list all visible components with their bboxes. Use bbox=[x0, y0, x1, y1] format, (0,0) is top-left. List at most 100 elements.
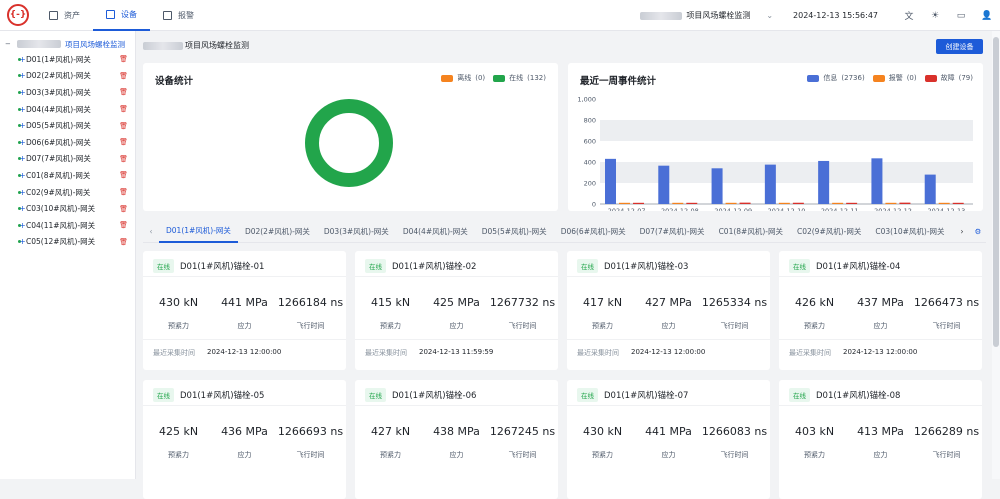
expand-icon[interactable]: + bbox=[19, 121, 26, 131]
legend-alarm[interactable]: 报警 (0) bbox=[872, 73, 917, 83]
legend-fault[interactable]: 故障 (79) bbox=[924, 73, 973, 83]
bolt-card[interactable]: 在线 D01(1#风机)锚栓-04 426 kN 437 MPa 1266473 ns 预… bbox=[779, 251, 982, 370]
bar-info[interactable] bbox=[711, 168, 723, 204]
bar-fault[interactable] bbox=[686, 202, 698, 204]
nav-item-device[interactable]: 设备 bbox=[93, 0, 150, 31]
theme-icon[interactable]: ☀ bbox=[930, 10, 940, 21]
nav-item-alarm[interactable]: 报警 bbox=[150, 0, 207, 31]
sidebar-item-gateway[interactable]: + D01(1#风机)-网关 🗑 bbox=[0, 51, 135, 68]
delete-icon[interactable]: 🗑 bbox=[119, 71, 128, 80]
bar-fault[interactable] bbox=[846, 202, 858, 204]
bar-alarm[interactable] bbox=[885, 202, 897, 204]
sidebar-item-gateway[interactable]: + D06(6#风机)-网关 🗑 bbox=[0, 134, 135, 151]
tab-gateway[interactable]: D01(1#风机)-网关 bbox=[159, 221, 238, 243]
tree-root[interactable]: − 项目风场螺栓监测 bbox=[0, 37, 135, 51]
sidebar-item-gateway[interactable]: + D04(4#风机)-网关 🗑 bbox=[0, 101, 135, 118]
expand-icon[interactable]: + bbox=[19, 220, 26, 230]
bar-alarm[interactable] bbox=[938, 202, 950, 204]
scroll-thumb[interactable] bbox=[993, 37, 999, 347]
expand-icon[interactable]: + bbox=[19, 54, 26, 64]
window-icon[interactable]: ▭ bbox=[956, 10, 966, 21]
tab-gateway[interactable]: C02(9#风机)-网关 bbox=[796, 227, 862, 236]
sidebar-item-gateway[interactable]: + C02(9#风机)-网关 🗑 bbox=[0, 184, 135, 201]
bar-alarm[interactable] bbox=[619, 202, 630, 204]
tab-gateway[interactable]: D07(7#风机)-网关 bbox=[639, 227, 705, 236]
sidebar-item-gateway[interactable]: + D05(5#风机)-网关 🗑 bbox=[0, 117, 135, 134]
tab-gateway[interactable]: D03(3#风机)-网关 bbox=[323, 227, 389, 236]
bar-info[interactable] bbox=[818, 160, 830, 204]
settings-icon[interactable]: ⚙ bbox=[974, 227, 982, 236]
last-collect-time: 2024-12-13 12:00:00 bbox=[843, 348, 918, 356]
donut-online-ring[interactable] bbox=[305, 99, 393, 187]
sidebar-item-gateway[interactable]: + D03(3#风机)-网关 🗑 bbox=[0, 84, 135, 101]
delete-icon[interactable]: 🗑 bbox=[119, 154, 128, 163]
bar-alarm[interactable] bbox=[672, 202, 684, 204]
delete-icon[interactable]: 🗑 bbox=[119, 121, 128, 130]
bar-info[interactable] bbox=[924, 174, 936, 204]
sidebar-item-gateway[interactable]: + D02(2#风机)-网关 🗑 bbox=[0, 68, 135, 85]
expand-icon[interactable]: + bbox=[19, 187, 26, 197]
expand-icon[interactable]: + bbox=[19, 154, 26, 164]
bar-fault[interactable] bbox=[633, 202, 644, 204]
legend-online[interactable]: 在线 (132) bbox=[493, 73, 546, 83]
delete-icon[interactable]: 🗑 bbox=[119, 138, 128, 147]
expand-icon[interactable]: + bbox=[19, 71, 26, 81]
tab-gateway[interactable]: C03(10#风机)-网关 bbox=[875, 227, 945, 236]
bolt-card[interactable]: 在线 D01(1#风机)锚栓-03 417 kN 427 MPa 1265334 ns 预… bbox=[567, 251, 770, 370]
tab-gateway[interactable]: D04(4#风机)-网关 bbox=[402, 227, 468, 236]
sidebar-item-gateway[interactable]: + C05(12#风机)-网关 🗑 bbox=[0, 234, 135, 251]
create-device-button[interactable]: 创建设备 bbox=[936, 39, 983, 54]
bar-info[interactable] bbox=[871, 158, 883, 204]
bolt-card[interactable]: 在线 D01(1#风机)锚栓-07 430 kN 441 MPa 1266083 ns 预… bbox=[567, 380, 770, 499]
bar-fault[interactable] bbox=[792, 202, 804, 204]
legend-offline[interactable]: 离线 (0) bbox=[441, 73, 485, 83]
bolt-card[interactable]: 在线 D01(1#风机)锚栓-01 430 kN 441 MPa 1266184 ns 预… bbox=[143, 251, 346, 370]
expand-icon[interactable]: + bbox=[19, 237, 26, 247]
translate-icon[interactable]: 文 bbox=[904, 12, 914, 22]
bar-alarm[interactable] bbox=[725, 202, 737, 204]
expand-icon[interactable]: + bbox=[19, 170, 26, 180]
sidebar-item-gateway[interactable]: + D07(7#风机)-网关 🗑 bbox=[0, 151, 135, 168]
bar-alarm[interactable] bbox=[778, 202, 790, 204]
bolt-card[interactable]: 在线 D01(1#风机)锚栓-05 425 kN 436 MPa 1266693 ns 预… bbox=[143, 380, 346, 499]
user-icon[interactable]: 👤 bbox=[981, 10, 993, 21]
delete-icon[interactable]: 🗑 bbox=[119, 237, 128, 246]
delete-icon[interactable]: 🗑 bbox=[119, 55, 128, 64]
expand-icon[interactable]: + bbox=[19, 204, 26, 214]
tab-gateway[interactable]: C01(8#风机)-网关 bbox=[718, 227, 783, 236]
delete-icon[interactable]: 🗑 bbox=[119, 88, 128, 97]
delete-icon[interactable]: 🗑 bbox=[119, 188, 128, 197]
nav-item-asset[interactable]: 资产 bbox=[36, 0, 93, 31]
tab-gateway[interactable]: D02(2#风机)-网关 bbox=[244, 227, 310, 236]
page-scrollbar[interactable] bbox=[992, 31, 1000, 479]
expand-icon[interactable]: + bbox=[19, 87, 26, 97]
event-legend: 信息 (2736) 报警 (0) 故障 (79) bbox=[807, 73, 973, 83]
tab-prev-icon[interactable]: ‹ bbox=[149, 227, 153, 236]
tab-gateway[interactable]: D05(5#风机)-网关 bbox=[481, 227, 547, 236]
tab-next-icon[interactable]: › bbox=[960, 227, 964, 236]
bar-fault[interactable] bbox=[739, 202, 751, 204]
logo[interactable]: {-} bbox=[0, 0, 36, 31]
legend-info[interactable]: 信息 (2736) bbox=[807, 73, 865, 83]
tab-gateway[interactable]: D06(6#风机)-网关 bbox=[560, 227, 626, 236]
delete-icon[interactable]: 🗑 bbox=[119, 171, 128, 180]
bar-info[interactable] bbox=[658, 165, 670, 204]
project-selector[interactable]: 项目风场螺栓监测 ⌄ bbox=[640, 10, 773, 21]
delete-icon[interactable]: 🗑 bbox=[119, 204, 128, 213]
bolt-card[interactable]: 在线 D01(1#风机)锚栓-06 427 kN 438 MPa 1267245 ns 预… bbox=[355, 380, 558, 499]
expand-icon[interactable]: + bbox=[19, 137, 26, 147]
expand-icon[interactable]: + bbox=[19, 104, 26, 114]
collapse-icon[interactable]: − bbox=[5, 40, 11, 48]
bar-fault[interactable] bbox=[899, 202, 911, 204]
sidebar-item-gateway[interactable]: + C01(8#风机)-网关 🗑 bbox=[0, 167, 135, 184]
delete-icon[interactable]: 🗑 bbox=[119, 221, 128, 230]
sidebar-item-gateway[interactable]: + C03(10#风机)-网关 🗑 bbox=[0, 200, 135, 217]
bar-info[interactable] bbox=[605, 158, 616, 204]
bolt-card[interactable]: 在线 D01(1#风机)锚栓-08 403 kN 413 MPa 1266289 ns 预… bbox=[779, 380, 982, 499]
bar-info[interactable] bbox=[764, 164, 776, 204]
bar-fault[interactable] bbox=[952, 202, 964, 204]
bar-alarm[interactable] bbox=[832, 202, 844, 204]
sidebar-item-gateway[interactable]: + C04(11#风机)-网关 🗑 bbox=[0, 217, 135, 234]
bolt-card[interactable]: 在线 D01(1#风机)锚栓-02 415 kN 425 MPa 1267732 ns 预… bbox=[355, 251, 558, 370]
delete-icon[interactable]: 🗑 bbox=[119, 105, 128, 114]
